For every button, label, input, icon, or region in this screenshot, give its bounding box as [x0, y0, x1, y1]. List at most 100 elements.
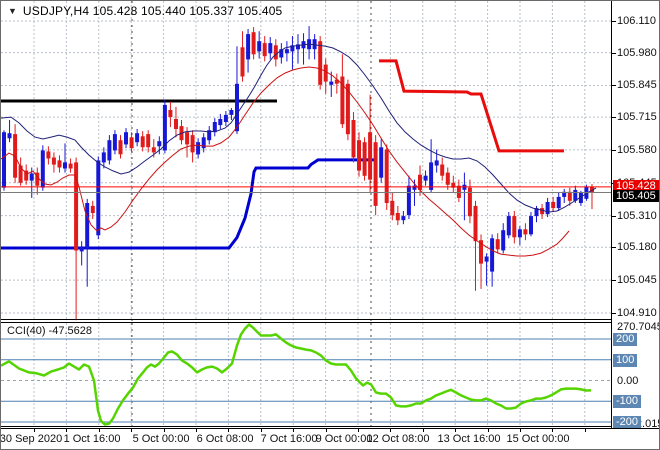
last-price-tag: 105.405 [613, 190, 659, 202]
candle [429, 139, 434, 193]
price-axis-tick [612, 150, 616, 151]
red-step-resistance-line [379, 59, 564, 153]
candle [401, 211, 406, 225]
candle [440, 157, 445, 181]
candle [329, 71, 334, 97]
candle [307, 26, 312, 60]
candle [157, 136, 162, 155]
chevron-down-icon[interactable]: ▼ [8, 6, 17, 16]
price-axis-label: 105.980 [617, 47, 657, 59]
candle [395, 205, 400, 226]
cci-pane-bottom-border [1, 426, 659, 427]
candle [273, 39, 278, 67]
candle [107, 135, 112, 165]
candle [495, 233, 500, 254]
candle [323, 58, 328, 94]
candle [223, 111, 228, 127]
ask-price-tag: 105.428 [613, 180, 659, 192]
candle [567, 187, 572, 206]
candle [179, 120, 184, 145]
candle [146, 130, 151, 153]
candle [96, 156, 101, 240]
candle [190, 130, 195, 163]
cci-indicator-label: CCI(40) -47.5628 [7, 325, 92, 337]
candle [296, 34, 300, 64]
candle [246, 29, 251, 73]
candle [501, 223, 506, 254]
candle [40, 145, 45, 191]
candle [196, 138, 201, 159]
candle [68, 158, 73, 173]
candle [451, 175, 456, 193]
horizontal-gridlines [1, 20, 611, 314]
candle [545, 197, 550, 218]
price-axis-label: 106.110 [617, 15, 656, 27]
candle [57, 155, 62, 173]
vertical-gridlines [33, 323, 586, 426]
candle [357, 132, 361, 177]
chart-title: USDJPY,H4 105.428 105.440 105.337 105.40… [22, 4, 283, 18]
candle [168, 101, 173, 128]
candle [529, 212, 533, 237]
time-axis-tick [390, 429, 391, 432]
candle [434, 149, 439, 173]
time-axis-label: 5 Oct 00:00 [132, 433, 190, 445]
candle [512, 211, 517, 244]
candle [445, 167, 450, 190]
time-axis-label: 1 Oct 16:00 [63, 433, 121, 445]
time-axis[interactable]: 30 Sep 2020 1 Oct 16:00 5 Oct 00:00 6 Oct 0… [1, 428, 659, 449]
candle [207, 126, 212, 145]
time-axis-label: 15 Oct 00:00 [506, 433, 570, 445]
candle [556, 192, 561, 211]
price-axis-tick [612, 216, 616, 217]
time-axis-tick [326, 429, 327, 432]
candle [551, 196, 556, 212]
candle [235, 46, 239, 135]
candle [506, 212, 511, 239]
cci-max-label: 270.7045 [617, 321, 660, 333]
time-axis-tick [131, 429, 132, 432]
candle [35, 167, 40, 195]
candle [18, 157, 23, 186]
title-bar: ▼ USDJPY,H4 105.428 105.440 105.337 105.… [8, 4, 282, 18]
candle [284, 41, 289, 62]
cci-indicator-pane[interactable] [1, 323, 611, 426]
candle [268, 37, 273, 60]
candle [174, 106, 178, 138]
ma-fast-line [1, 66, 570, 257]
cci-zero-label: 0.00 [617, 375, 639, 387]
candle [63, 143, 67, 173]
candle [74, 157, 79, 321]
candle [334, 73, 339, 94]
price-axis-label: 105.715 [617, 111, 657, 123]
candle [257, 31, 262, 59]
candle [362, 137, 367, 181]
cci-series-line [1, 323, 592, 426]
candles [2, 26, 594, 321]
blue-step-support-line [1, 158, 374, 250]
candle [418, 165, 422, 196]
candle [590, 184, 594, 210]
candle [279, 43, 284, 64]
cci-level-tag: 100 [613, 354, 638, 367]
pane-divider[interactable] [1, 319, 659, 320]
time-axis-tick [261, 429, 262, 432]
candle [46, 146, 51, 165]
time-axis-label: 12 Oct 08:00 [366, 433, 430, 445]
time-axis-tick [585, 429, 586, 432]
time-axis-tick [423, 429, 424, 432]
candle [51, 152, 56, 173]
cci-level-lines [1, 338, 611, 423]
main-chart-pane[interactable] [1, 1, 611, 321]
period-separators [131, 323, 372, 426]
price-axis[interactable]: 106.110 105.980 105.845 105.715 105.580 105.4… [611, 1, 660, 449]
candle [540, 204, 545, 219]
candle [312, 34, 317, 60]
price-axis-tick [612, 247, 616, 248]
candle [490, 234, 495, 287]
candle [290, 36, 295, 70]
candle [140, 131, 145, 152]
price-axis-label: 104.910 [617, 307, 657, 319]
price-axis-label: 105.045 [617, 274, 657, 286]
